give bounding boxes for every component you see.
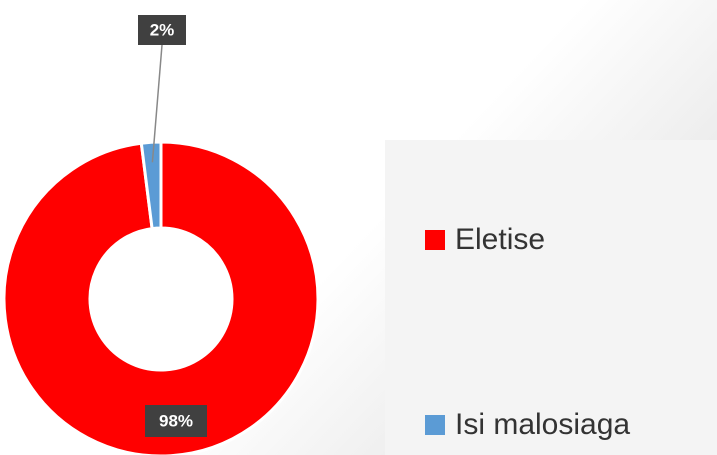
donut-slice [2, 140, 320, 455]
legend-swatch [425, 415, 445, 435]
data-label-box [138, 15, 186, 45]
data-label: 2% [150, 20, 175, 39]
donut-slice [139, 140, 163, 231]
legend-swatch [425, 230, 445, 250]
data-label-box [145, 405, 207, 437]
legend-label: Isi malosiaga [455, 408, 630, 441]
legend-box [385, 140, 717, 455]
legend-label: Eletise [455, 223, 545, 256]
leader-line [151, 44, 163, 163]
data-label: 98% [159, 411, 193, 430]
